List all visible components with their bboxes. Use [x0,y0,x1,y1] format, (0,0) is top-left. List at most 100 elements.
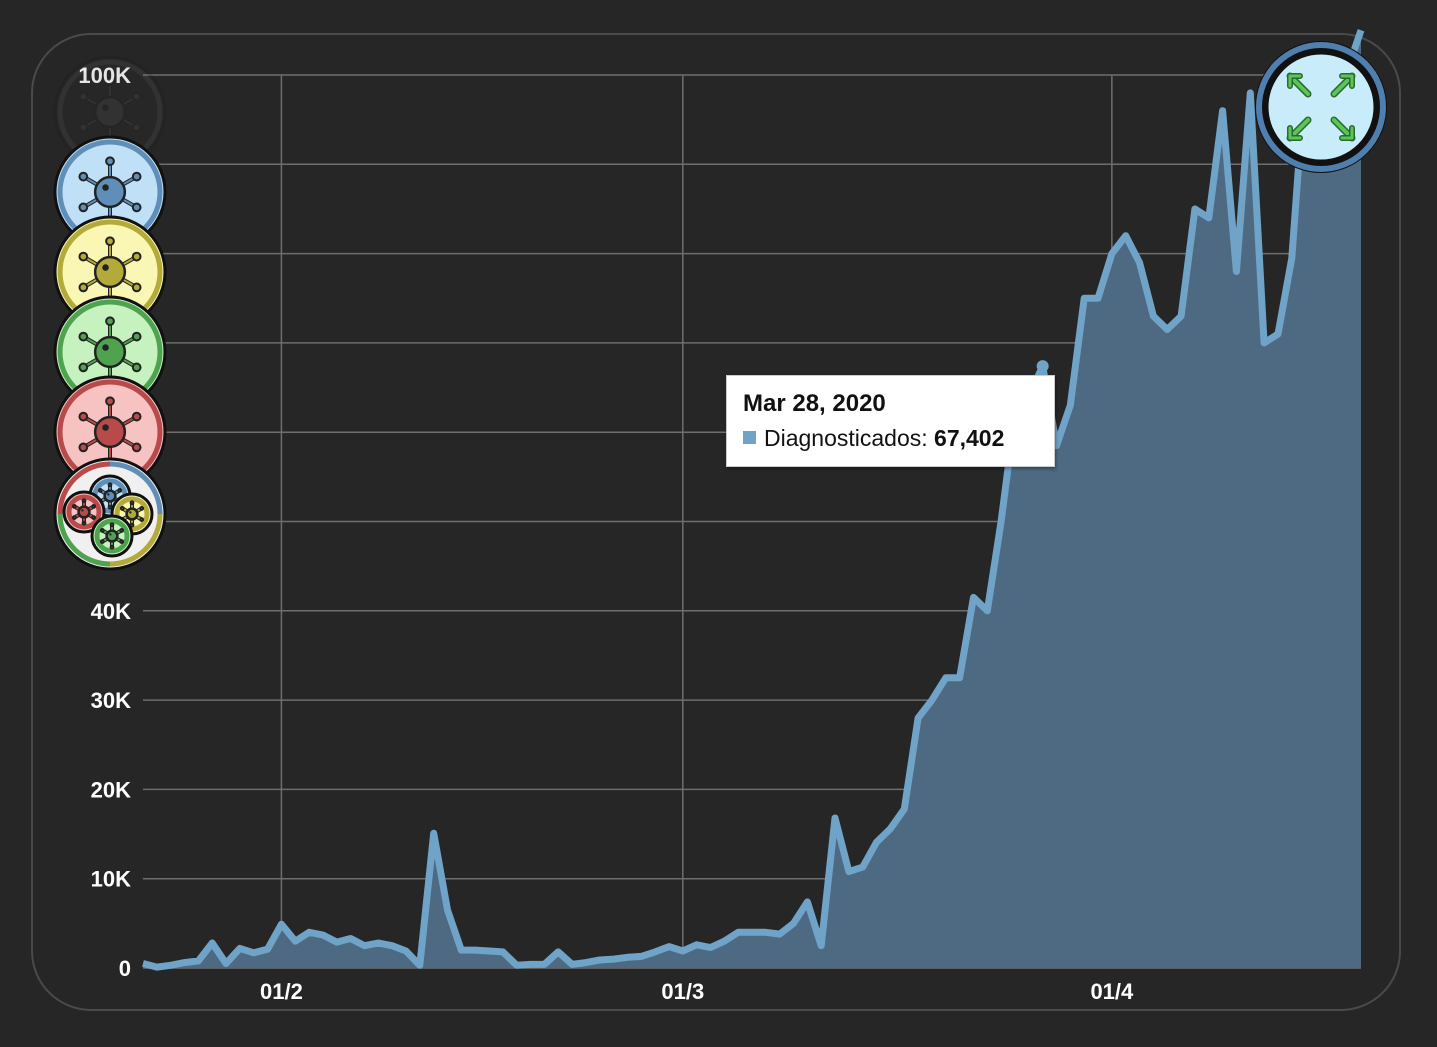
data-point[interactable] [1232,267,1240,275]
data-point[interactable] [1108,250,1116,258]
data-point[interactable] [582,959,590,967]
virus-button-green[interactable] [53,295,167,409]
data-point[interactable] [1357,26,1365,34]
data-point[interactable] [430,829,438,837]
data-point[interactable] [277,920,285,928]
data-point[interactable] [997,518,1005,526]
data-point[interactable] [914,714,922,722]
data-point[interactable] [873,838,881,846]
chart-panel [31,33,1401,1011]
data-point[interactable] [513,961,521,969]
data-point[interactable] [1288,254,1296,262]
data-point[interactable] [485,947,493,955]
data-point[interactable] [1066,401,1074,409]
fullscreen-button[interactable] [1255,41,1387,173]
data-point[interactable] [665,943,673,951]
data-point[interactable] [956,674,964,682]
data-point[interactable] [790,919,798,927]
data-point[interactable] [554,948,562,956]
data-point[interactable] [1094,294,1102,302]
data-point[interactable] [1205,214,1213,222]
x-axis-ticks: 01/2 01/3 01/4 [260,979,1134,1004]
data-point[interactable] [610,955,618,963]
data-point[interactable] [651,948,659,956]
tooltip-value: 67,402 [934,425,1005,451]
data-point[interactable] [803,898,811,906]
data-point[interactable] [208,939,216,947]
data-point[interactable] [1246,89,1254,97]
data-point[interactable] [388,942,396,950]
virus-button-all[interactable] [53,457,167,571]
data-point[interactable] [222,960,230,968]
data-point[interactable] [305,928,313,936]
data-point[interactable] [402,947,410,955]
data-point[interactable] [706,943,714,951]
data-point[interactable] [596,956,604,964]
data-point[interactable] [167,961,175,969]
data-point[interactable] [693,941,701,949]
data-point[interactable] [942,674,950,682]
data-point[interactable] [236,944,244,952]
data-point[interactable] [900,805,908,813]
data-point[interactable] [527,960,535,968]
y-axis-ticks: 0 10K 20K 30K 40K 100K [78,63,131,981]
data-point[interactable] [291,937,299,945]
virus-button-yellow[interactable] [53,215,167,329]
data-point[interactable] [540,960,548,968]
data-point[interactable] [1219,107,1227,115]
data-point[interactable] [886,825,894,833]
data-point[interactable] [762,928,770,936]
data-point[interactable] [444,906,452,914]
data-point[interactable] [748,928,756,936]
data-point[interactable] [347,935,355,943]
data-point[interactable] [319,931,327,939]
data-point[interactable] [969,593,977,601]
data-point[interactable] [1163,326,1171,334]
data-point[interactable] [250,949,258,957]
data-point[interactable] [845,868,853,876]
data-point[interactable] [264,945,272,953]
data-point[interactable] [374,939,382,947]
virus-button-hidden[interactable] [53,55,167,169]
data-point[interactable] [1274,330,1282,338]
data-point[interactable] [720,937,728,945]
data-point[interactable] [1260,339,1268,347]
data-point[interactable] [1122,232,1130,240]
virus-button-blue[interactable] [53,135,167,249]
data-point[interactable] [1191,205,1199,213]
data-point[interactable] [734,928,742,936]
x-tick-label: 01/3 [661,979,704,1004]
x-tick-label: 01/4 [1090,979,1134,1004]
data-point[interactable] [623,953,631,961]
data-point[interactable] [831,814,839,822]
data-point[interactable] [181,959,189,967]
virus-button-red[interactable] [53,375,167,489]
data-point[interactable] [471,946,479,954]
data-point[interactable] [457,946,465,954]
data-point[interactable] [817,942,825,950]
data-point[interactable] [139,960,147,968]
data-point[interactable] [194,957,202,965]
data-point[interactable] [859,863,867,871]
data-point[interactable] [568,960,576,968]
data-point[interactable] [360,942,368,950]
data-point[interactable] [153,963,161,971]
data-point[interactable] [416,961,424,969]
data-point[interactable] [1149,312,1157,320]
virus-filter-buttons [53,55,167,571]
data-point[interactable] [776,930,784,938]
tooltip-row: Diagnosticados: 67,402 [743,425,1004,452]
data-point[interactable] [679,947,687,955]
data-point[interactable] [1080,294,1088,302]
data-point[interactable] [983,607,991,615]
data-point[interactable] [1177,312,1185,320]
y-tick-label: 10K [91,867,131,892]
y-tick-label: 40K [91,599,131,624]
data-point[interactable] [499,948,507,956]
y-tick-label: 0 [119,956,131,981]
data-point[interactable] [928,696,936,704]
data-point[interactable] [637,952,645,960]
tooltip-swatch [743,431,756,444]
data-point[interactable] [333,938,341,946]
data-point[interactable] [1136,259,1144,267]
